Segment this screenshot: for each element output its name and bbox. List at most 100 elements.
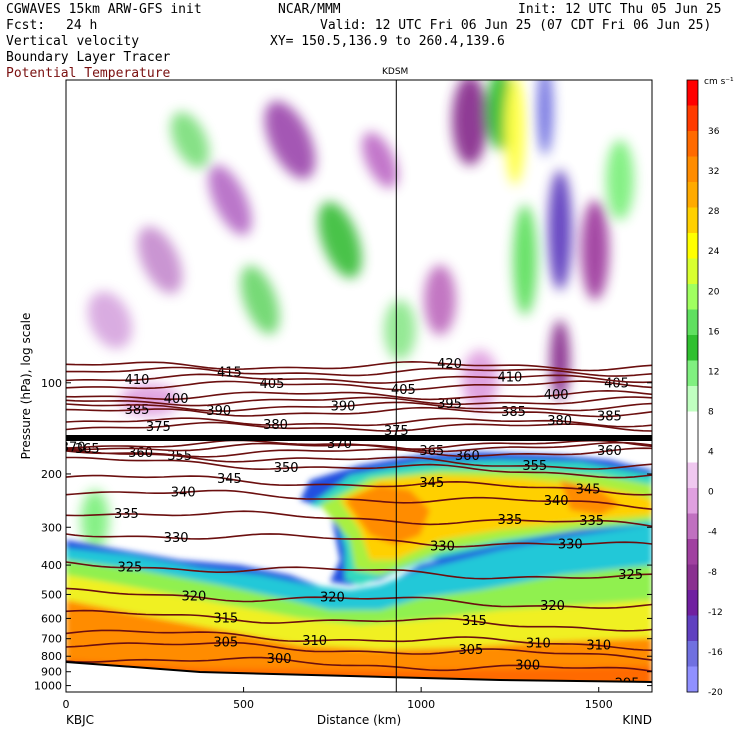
theta-label: 375	[146, 420, 171, 435]
colorbar-swatch	[687, 590, 698, 616]
colorbar-label: -12	[708, 608, 723, 618]
theta-label: 300	[515, 659, 540, 674]
colorbar-swatch	[687, 513, 698, 540]
x-axis: 0 500 1000 1500	[63, 687, 613, 711]
y-tick-label: 700	[41, 633, 62, 646]
theta-label: 335	[498, 513, 523, 528]
colorbar-swatch	[687, 615, 698, 642]
y-axis-title: Pressure (hPa), log scale	[19, 313, 33, 460]
theta-label: 355	[167, 449, 192, 464]
x-tick-label: 1000	[407, 698, 435, 711]
station-mid-label: KDSM	[382, 67, 409, 77]
theta-label: 335	[114, 507, 139, 522]
theta-label: 405	[604, 377, 629, 392]
colorbar: 36 32 28 24 20 16 12 8 4 0 -4 -8 -12 -16 -20	[686, 79, 723, 698]
y-tick-label: 800	[41, 650, 62, 663]
field-potential-temperature: Potential Temperature	[6, 66, 171, 81]
theta-line-375	[66, 421, 652, 432]
theta-label: 345	[419, 476, 444, 491]
forecast-label: Fcst:	[6, 18, 46, 33]
colorbar-label: -20	[708, 688, 723, 698]
plot-area: 2952953003003053053103103103153153203203…	[61, 80, 652, 692]
x-axis-title: Distance (km)	[317, 713, 401, 727]
colorbar-label: 32	[708, 167, 719, 177]
field-vertical-velocity: Vertical velocity	[6, 34, 140, 49]
colorbar-swatch	[687, 666, 698, 693]
colorbar-label: 8	[708, 408, 714, 418]
colorbar-label: 20	[708, 287, 720, 297]
theta-line-380	[66, 417, 652, 428]
theta-label: 395	[437, 397, 462, 412]
theta-label: 340	[544, 494, 569, 509]
theta-label: 320	[320, 591, 345, 606]
colorbar-label: 28	[708, 207, 720, 217]
y-tick-label: 600	[41, 612, 62, 625]
colorbar-label: -8	[708, 568, 717, 578]
theta-line-390	[66, 401, 652, 412]
theta-label: 310	[302, 634, 327, 649]
theta-line-320	[66, 587, 652, 609]
init-time: Init: 12 UTC Thu 05 Jun 25	[518, 2, 722, 17]
theta-line-350	[66, 456, 652, 479]
boundary-layer-tracer	[66, 452, 652, 692]
x-tick-label: 0	[63, 698, 70, 711]
colorbar-label: 0	[708, 488, 714, 498]
field-boundary-layer-tracer: Boundary Layer Tracer	[6, 50, 171, 65]
forecast-value: 24 h	[66, 18, 98, 33]
colorbar-swatch	[687, 131, 698, 157]
theta-line-385	[66, 406, 652, 418]
y-tick-label: 200	[41, 468, 62, 481]
theta-label: 325	[618, 568, 643, 583]
model-title: CGWAVES 15km ARW-GFS init	[6, 2, 202, 17]
plot-frame	[65, 79, 653, 693]
theta-label: 370	[61, 441, 86, 456]
y-tick-label: 300	[41, 521, 62, 534]
colorbar-label: 36	[708, 127, 720, 137]
colorbar-swatch	[687, 105, 698, 132]
colorbar-swatch	[687, 411, 698, 438]
theta-line-305	[66, 641, 652, 661]
colorbar-label: 12	[708, 367, 719, 377]
theta-label: 365	[419, 444, 444, 459]
theta-label: 360	[455, 449, 480, 464]
theta-line-310	[66, 629, 652, 651]
theta-label: 405	[260, 377, 285, 392]
colorbar-swatch	[687, 437, 698, 463]
theta-label: 400	[544, 388, 569, 403]
theta-line-405	[66, 380, 652, 391]
theta-label: 340	[171, 485, 196, 500]
theta-label: 330	[430, 539, 455, 554]
y-tick-label: 1000	[34, 680, 62, 693]
theta-label: 320	[181, 590, 206, 605]
tropopause-band	[66, 435, 652, 441]
colorbar-swatch	[687, 539, 698, 565]
cross-section-coords: XY= 150.5,136.9 to 260.4,139.6	[270, 34, 505, 49]
colorbar-label: 24	[708, 247, 720, 257]
theta-line-415	[66, 366, 652, 377]
colorbar-swatch	[687, 80, 698, 106]
colorbar-swatch	[687, 182, 698, 208]
theta-label: 380	[547, 414, 572, 429]
colorbar-unit: cm s⁻¹	[704, 77, 734, 87]
org-label: NCAR/MMM	[278, 2, 341, 17]
colorbar-swatch	[687, 258, 698, 285]
theta-label: 380	[263, 418, 288, 433]
theta-label: 300	[267, 652, 292, 667]
theta-label: 350	[274, 461, 299, 476]
theta-label: 385	[125, 403, 150, 418]
colorbar-label: -16	[708, 648, 723, 658]
theta-label: 345	[576, 483, 601, 498]
theta-label: 305	[213, 636, 238, 651]
theta-line-370	[66, 439, 652, 450]
colorbar-swatch	[687, 284, 698, 310]
theta-label: 355	[522, 459, 547, 474]
colorbar-frame	[686, 79, 699, 693]
theta-line-330	[66, 533, 652, 548]
theta-label: 390	[206, 404, 231, 419]
theta-label: 360	[597, 444, 622, 459]
theta-line-360	[66, 447, 652, 458]
theta-line-340	[66, 489, 652, 510]
x-tick-label: 500	[233, 698, 254, 711]
theta-label: 310	[586, 639, 611, 654]
